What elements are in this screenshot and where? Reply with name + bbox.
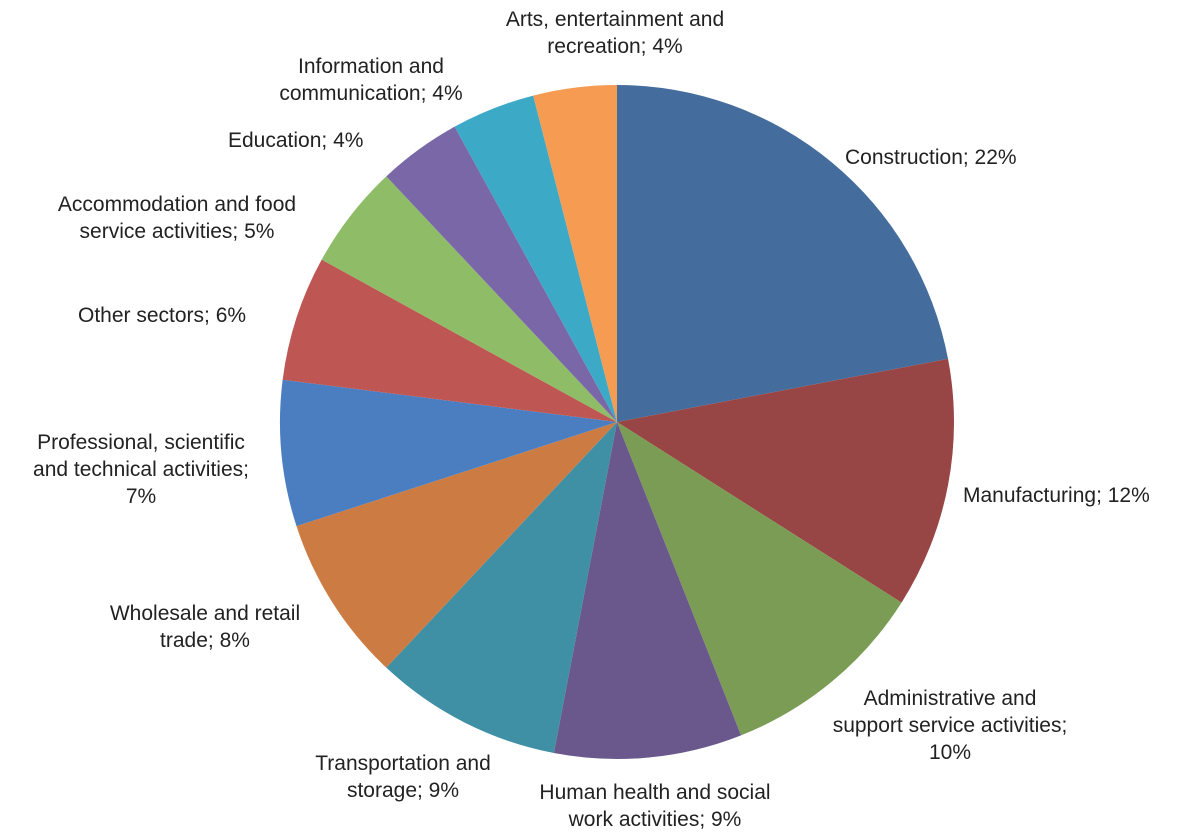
pie-slice-education bbox=[386, 126, 617, 423]
data-label-administrative: Administrative and support service activi… bbox=[832, 687, 1068, 764]
data-label-manufacturing: Manufacturing; 12% bbox=[963, 484, 1150, 507]
pie-slice-construction bbox=[617, 85, 949, 422]
pie-slice-other-sectors bbox=[282, 259, 617, 422]
pie-slice-wholesale-and-retail-trade bbox=[296, 422, 617, 668]
pie-slice-manufacturing bbox=[617, 358, 954, 603]
data-label-information: Information and communication; 4% bbox=[279, 55, 463, 105]
data-label-education: Education; 4% bbox=[228, 129, 364, 152]
pie-slice-human-health-and-social-work-activities bbox=[553, 422, 742, 759]
data-label-arts: Arts, entertainment and recreation; 4% bbox=[505, 8, 725, 58]
data-label-transportation: Transportation and storage; 9% bbox=[315, 752, 491, 802]
data-label-other-sectors: Other sectors; 6% bbox=[78, 304, 247, 327]
pie-slice-professional-scientific-and-technical-activities bbox=[280, 379, 617, 527]
pie-slice-accommodation-and-food-service-activities bbox=[321, 176, 617, 422]
pie-slice-transportation-and-storage bbox=[386, 422, 617, 754]
data-label-accommodation: Accommodation and food service activities… bbox=[57, 193, 297, 243]
data-label-human-health: Human health and social work activities; … bbox=[539, 781, 771, 831]
data-label-construction: Construction; 22% bbox=[845, 146, 1017, 169]
data-label-wholesale: Wholesale and retail trade; 8% bbox=[109, 602, 301, 652]
pie-slice-administrative-and-support-service-activities bbox=[617, 422, 902, 736]
pie-slice-information-and-communication bbox=[454, 95, 617, 422]
data-label-professional: Professional, scientific and technical ac… bbox=[33, 431, 249, 508]
pie-slice-arts-entertainment-and-recreation bbox=[533, 85, 617, 422]
